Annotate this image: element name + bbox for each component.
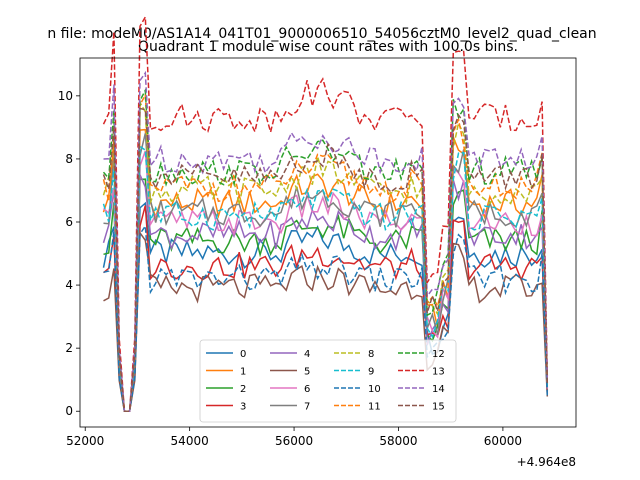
plot-frame: [79, 57, 577, 428]
series-line-0: [102, 201, 549, 412]
x-axis-offset-label: +4.964e8: [517, 455, 576, 469]
chart-title: Quadrant 1 module wise count rates with …: [138, 39, 518, 55]
series-line-4: [102, 174, 549, 412]
series-line-11: [102, 92, 549, 412]
legend-label-15: 15: [432, 402, 445, 413]
legend-label-8: 8: [368, 349, 374, 360]
y-tick-label: 10: [58, 89, 73, 103]
y-tick-label: 2: [65, 341, 73, 355]
legend-label-12: 12: [432, 349, 445, 360]
series-line-3: [103, 205, 549, 412]
legend-label-3: 3: [240, 402, 246, 413]
x-tick-label: 56000: [275, 434, 313, 448]
y-axis: 0 2 4 6 8 10: [58, 89, 80, 418]
series-layer: [102, 14, 549, 412]
x-tick-label: 54000: [171, 434, 209, 448]
legend-label-2: 2: [240, 384, 246, 395]
series-line-5: [103, 230, 549, 412]
y-tick-label: 6: [65, 215, 73, 229]
legend-label-7: 7: [304, 402, 310, 413]
x-tick-label: 52000: [66, 434, 104, 448]
x-tick-label: 60000: [484, 434, 522, 448]
legend-label-10: 10: [368, 384, 381, 395]
series-line-7: [103, 133, 549, 412]
legend-label-0: 0: [240, 349, 246, 360]
series-line-6: [103, 150, 549, 412]
series-line-2: [103, 178, 549, 412]
legend-label-6: 6: [304, 384, 310, 395]
legend-box: [199, 339, 457, 423]
figure-suptitle: n file: modeM0/AS1A14_041T01_9000006510_…: [47, 26, 596, 42]
series-line-14: [103, 70, 549, 412]
y-tick-label: 0: [65, 404, 73, 418]
series-line-15: [102, 107, 549, 412]
legend-label-11: 11: [368, 402, 381, 413]
y-tick-label: 8: [65, 152, 73, 166]
series-line-12: [102, 87, 549, 412]
y-tick-label: 4: [65, 278, 73, 292]
series-line-13: [102, 14, 549, 412]
series-line-10: [103, 224, 549, 412]
legend-label-5: 5: [304, 367, 310, 378]
legend-label-1: 1: [240, 367, 246, 378]
x-tick-label: 58000: [379, 434, 417, 448]
legend-label-13: 13: [432, 367, 445, 378]
series-line-9: [102, 144, 549, 412]
x-axis: 52000 54000 56000 58000 60000: [66, 427, 522, 448]
legend-label-4: 4: [304, 349, 310, 360]
legend-label-9: 9: [368, 367, 374, 378]
legend-label-14: 14: [432, 384, 445, 395]
